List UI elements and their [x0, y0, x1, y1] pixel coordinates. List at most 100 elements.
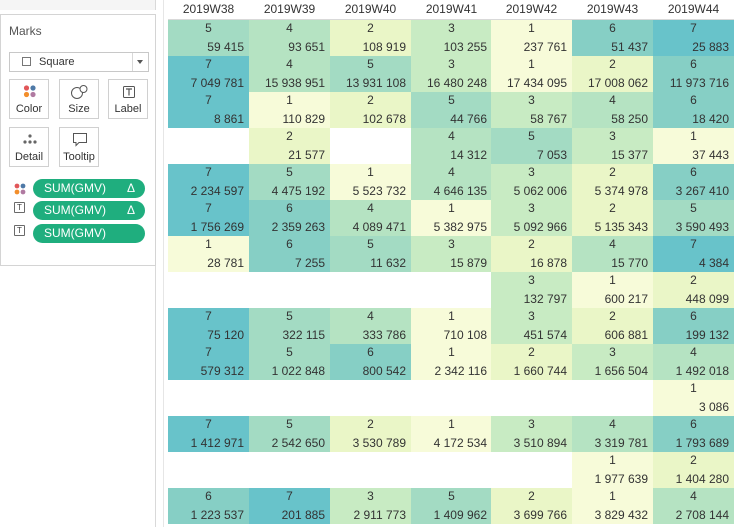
table-cell[interactable]: 5 59 415	[168, 20, 249, 56]
label-button[interactable]: Label	[108, 79, 148, 119]
table-cell[interactable]: 5 1 022 848	[249, 344, 330, 380]
table-cell[interactable]: 4 3 319 781	[572, 416, 653, 452]
column-header[interactable]: 2019W40	[344, 2, 397, 16]
table-cell[interactable]: 1 2 342 116	[411, 344, 492, 380]
table-cell[interactable]: 4 15 938 951	[249, 56, 330, 92]
color-button[interactable]: Color	[9, 79, 49, 119]
chevron-down-icon[interactable]	[132, 53, 148, 71]
table-cell[interactable]: 5 1 409 962	[411, 488, 492, 524]
table-cell[interactable]: 3 5 062 006	[491, 164, 572, 200]
table-cell[interactable]: 4 15 770	[572, 236, 653, 272]
table-cell[interactable]: 1 600 217	[572, 272, 653, 308]
table-cell[interactable]: 3 132 797	[491, 272, 572, 308]
table-cell[interactable]: 4 333 786	[330, 308, 411, 344]
mark-type-dropdown[interactable]: Square	[9, 52, 149, 72]
table-cell[interactable]: 4 2 708 144	[653, 488, 734, 524]
table-cell[interactable]: 2 16 878	[491, 236, 572, 272]
table-cell[interactable]: 2 5 135 343	[572, 200, 653, 236]
table-cell[interactable]: 7 25 883	[653, 20, 734, 56]
cell-rank: 6	[690, 57, 697, 71]
table-cell[interactable]: 5 3 590 493	[653, 200, 734, 236]
table-cell[interactable]: 2 1 404 280	[653, 452, 734, 488]
table-cell[interactable]: 4 4 089 471	[330, 200, 411, 236]
table-cell[interactable]: 4 58 250	[572, 92, 653, 128]
table-cell[interactable]: 7 1 412 971	[168, 416, 249, 452]
table-cell[interactable]: 5 11 632	[330, 236, 411, 272]
table-cell[interactable]: 6 18 420	[653, 92, 734, 128]
table-cell[interactable]: 2 5 374 978	[572, 164, 653, 200]
table-cell[interactable]: 6 11 973 716	[653, 56, 734, 92]
table-cell[interactable]: 5 44 766	[411, 92, 492, 128]
table-cell[interactable]: 6 3 267 410	[653, 164, 734, 200]
table-cell[interactable]: 5 2 542 650	[249, 416, 330, 452]
table-cell[interactable]: 1 110 829	[249, 92, 330, 128]
table-cell[interactable]: 6 1 223 537	[168, 488, 249, 524]
gmv-text-pill[interactable]: SUM(GMV)	[33, 224, 145, 243]
table-cell[interactable]: 2 108 919	[330, 20, 411, 56]
table-cell[interactable]: 4 1 492 018	[653, 344, 734, 380]
table-cell[interactable]: 3 2 911 773	[330, 488, 411, 524]
table-cell[interactable]: 1 4 172 534	[411, 416, 492, 452]
table-cell[interactable]: 6 199 132	[653, 308, 734, 344]
table-cell[interactable]: 7 1 756 269	[168, 200, 249, 236]
table-cell[interactable]: 5 4 475 192	[249, 164, 330, 200]
gmv-label-pill[interactable]: SUM(GMV) Δ	[33, 201, 145, 220]
column-header[interactable]: 2019W44	[667, 2, 720, 16]
cell-gmv: 25 883	[692, 40, 729, 54]
table-cell[interactable]: 1 5 382 975	[411, 200, 492, 236]
table-cell[interactable]: 1 237 761	[491, 20, 572, 56]
table-cell[interactable]: 1 5 523 732	[330, 164, 411, 200]
table-cell[interactable]: 2 3 699 766	[491, 488, 572, 524]
column-header[interactable]: 2019W43	[586, 2, 639, 16]
column-header[interactable]: 2019W42	[505, 2, 558, 16]
table-cell[interactable]: 7 2 234 597	[168, 164, 249, 200]
table-cell[interactable]: 2 17 008 062	[572, 56, 653, 92]
size-button[interactable]: Size	[59, 79, 99, 119]
table-cell[interactable]: 2 3 530 789	[330, 416, 411, 452]
table-cell[interactable]: 5 322 115	[249, 308, 330, 344]
table-cell[interactable]: 6 800 542	[330, 344, 411, 380]
table-cell[interactable]: 2 606 881	[572, 308, 653, 344]
table-cell[interactable]: 3 15 879	[411, 236, 492, 272]
detail-button[interactable]: Detail	[9, 127, 49, 167]
table-cell[interactable]: 3 451 574	[491, 308, 572, 344]
table-cell[interactable]: 7 75 120	[168, 308, 249, 344]
table-cell[interactable]: 4 14 312	[411, 128, 492, 164]
table-cell[interactable]: 3 16 480 248	[411, 56, 492, 92]
table-cell[interactable]: 1 28 781	[168, 236, 249, 272]
table-cell[interactable]: 6 1 793 689	[653, 416, 734, 452]
column-header[interactable]: 2019W41	[425, 2, 478, 16]
table-cell[interactable]: 7 201 885	[249, 488, 330, 524]
table-cell[interactable]: 4 93 651	[249, 20, 330, 56]
table-cell[interactable]: 5 13 931 108	[330, 56, 411, 92]
table-cell[interactable]: 2 102 678	[330, 92, 411, 128]
table-cell[interactable]: 4 4 646 135	[411, 164, 492, 200]
table-cell[interactable]: 1 3 829 432	[572, 488, 653, 524]
column-header[interactable]: 2019W38	[182, 2, 235, 16]
table-cell[interactable]: 3 5 092 966	[491, 200, 572, 236]
table-cell[interactable]: 3 1 656 504	[572, 344, 653, 380]
table-cell[interactable]: 3 103 255	[411, 20, 492, 56]
tooltip-button[interactable]: Tooltip	[59, 127, 99, 167]
table-cell[interactable]: 2 448 099	[653, 272, 734, 308]
table-cell[interactable]: 2 21 577	[249, 128, 330, 164]
table-cell[interactable]: 2 1 660 744	[491, 344, 572, 380]
table-cell[interactable]: 3 58 767	[491, 92, 572, 128]
gmv-color-pill[interactable]: SUM(GMV) Δ	[33, 179, 145, 198]
table-cell[interactable]: 7 579 312	[168, 344, 249, 380]
table-cell[interactable]: 1 17 434 095	[491, 56, 572, 92]
table-cell[interactable]: 7 7 049 781	[168, 56, 249, 92]
table-cell[interactable]: 6 2 359 263	[249, 200, 330, 236]
column-header[interactable]: 2019W39	[263, 2, 316, 16]
table-cell[interactable]: 3 3 510 894	[491, 416, 572, 452]
table-cell[interactable]: 3 15 377	[572, 128, 653, 164]
table-cell[interactable]: 6 51 437	[572, 20, 653, 56]
table-cell[interactable]: 1 710 108	[411, 308, 492, 344]
table-cell[interactable]: 1 1 977 639	[572, 452, 653, 488]
table-cell[interactable]: 1 37 443	[653, 128, 734, 164]
